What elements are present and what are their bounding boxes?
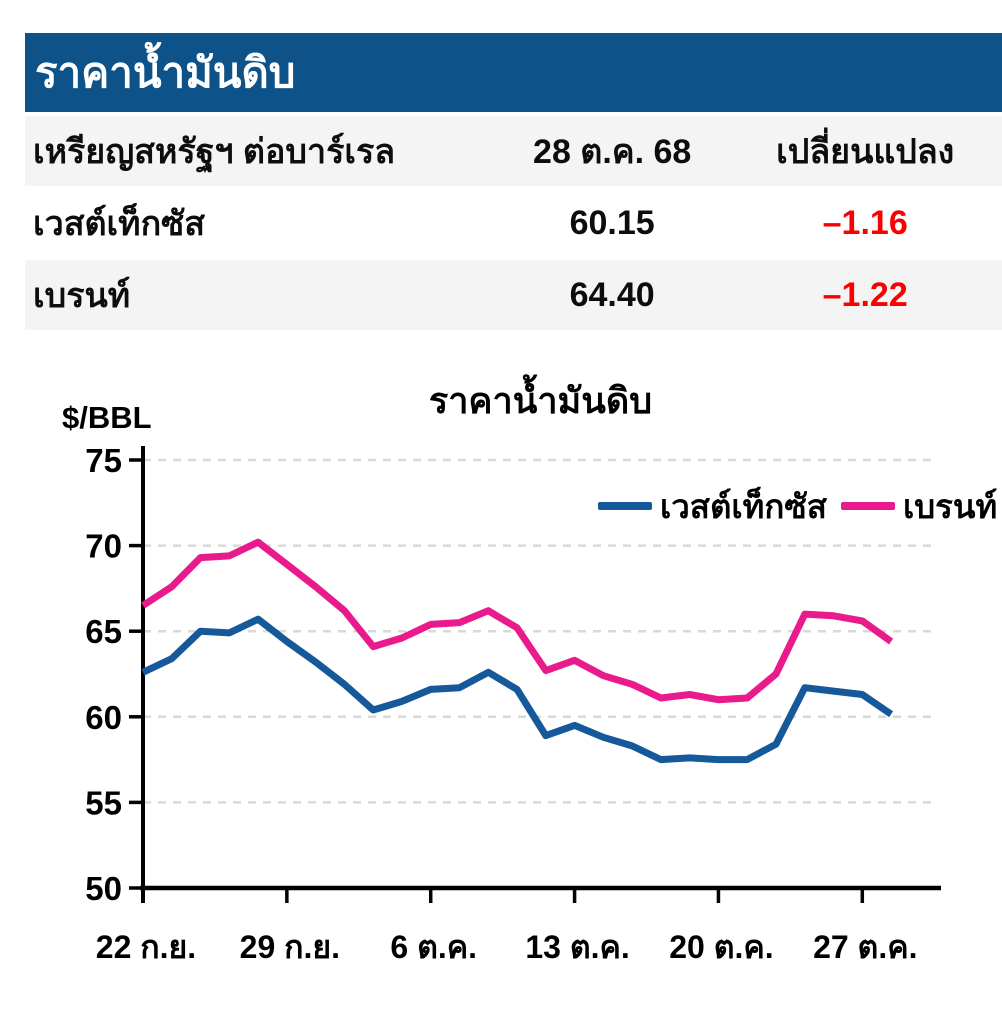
price-value: 60.15 <box>569 203 655 242</box>
wti-legend-label: เวสต์เท็กซัส <box>660 487 827 525</box>
table-header-row: เหรียญสหรัฐฯ ต่อบาร์เรล 28 ต.ค. 68 เปลี่… <box>25 114 1002 186</box>
chart-title: ราคาน้ำมันดิบ <box>428 380 653 421</box>
instrument-name: เบรนท์ <box>33 277 131 315</box>
table-row: เบรนท์ 64.40 –1.22 <box>25 258 1002 330</box>
instrument-name: เวสต์เท็กซัส <box>33 205 205 243</box>
y-tick-label: 65 <box>85 613 122 650</box>
price-table: เหรียญสหรัฐฯ ต่อบาร์เรล 28 ต.ค. 68 เปลี่… <box>25 114 1002 330</box>
brent-legend-swatch <box>840 502 895 510</box>
series-line-0 <box>141 615 894 764</box>
chart-legend: เวสต์เท็กซัส เบรนท์ <box>598 487 997 525</box>
table-header-change: เปลี่ยนแปลง <box>776 133 955 171</box>
table-row: เวสต์เท็กซัส 60.15 –1.16 <box>25 186 1002 258</box>
y-tick-label: 70 <box>85 528 122 565</box>
x-tick-label: 6 ต.ค. <box>390 929 477 965</box>
series-line-1 <box>141 538 894 704</box>
change-value: –1.16 <box>822 203 908 242</box>
table-header-unit: เหรียญสหรัฐฯ ต่อบาร์เรล <box>33 133 396 171</box>
table-header-date: 28 ต.ค. 68 <box>533 133 692 171</box>
change-value: –1.22 <box>822 275 908 314</box>
y-tick-label: 55 <box>85 784 122 821</box>
x-tick-label: 29 ก.ย. <box>240 929 340 965</box>
title-bar: ราคาน้ำมันดิบ <box>25 33 1002 114</box>
x-tick-label: 22 ก.ย. <box>96 929 196 965</box>
y-tick-label: 50 <box>85 870 122 907</box>
page-title: ราคาน้ำมันดิบ <box>35 48 296 96</box>
x-tick-label: 27 ต.ค. <box>813 929 917 965</box>
x-tick-label: 20 ต.ค. <box>669 929 773 965</box>
y-axis-unit-label: $/BBL <box>62 400 152 435</box>
price-value: 64.40 <box>569 275 655 314</box>
y-tick-label: 60 <box>85 699 122 736</box>
y-tick-label: 75 <box>85 442 122 479</box>
x-tick-label: 13 ต.ค. <box>525 929 629 965</box>
brent-legend-label: เบรนท์ <box>902 487 998 525</box>
wti-legend-swatch <box>598 502 652 510</box>
